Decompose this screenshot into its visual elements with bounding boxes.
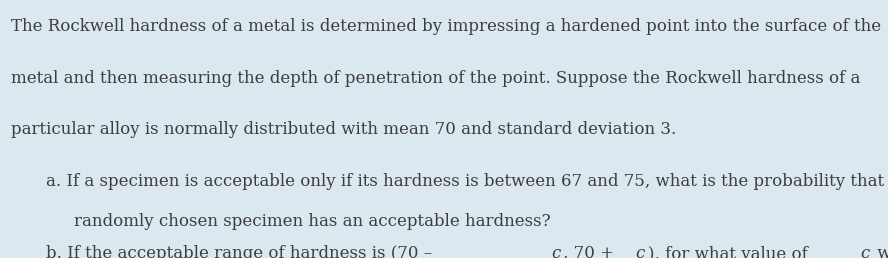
Text: would 95% of all: would 95% of all xyxy=(873,245,888,258)
Text: The Rockwell hardness of a metal is determined by impressing a hardened point in: The Rockwell hardness of a metal is dete… xyxy=(11,18,881,35)
Text: b. If the acceptable range of hardness is (70 –: b. If the acceptable range of hardness i… xyxy=(46,245,438,258)
Text: , 70 +: , 70 + xyxy=(563,245,619,258)
Text: randomly chosen specimen has an acceptable hardness?: randomly chosen specimen has an acceptab… xyxy=(74,213,551,230)
Text: metal and then measuring the depth of penetration of the point. Suppose the Rock: metal and then measuring the depth of pe… xyxy=(11,70,860,87)
Text: c: c xyxy=(636,245,645,258)
Text: c: c xyxy=(860,245,869,258)
Text: particular alloy is normally distributed with mean 70 and standard deviation 3.: particular alloy is normally distributed… xyxy=(11,121,676,138)
Text: c: c xyxy=(551,245,560,258)
Text: a. If a specimen is acceptable only if its hardness is between 67 and 75, what i: a. If a specimen is acceptable only if i… xyxy=(46,173,888,190)
Text: ), for what value of: ), for what value of xyxy=(647,245,813,258)
